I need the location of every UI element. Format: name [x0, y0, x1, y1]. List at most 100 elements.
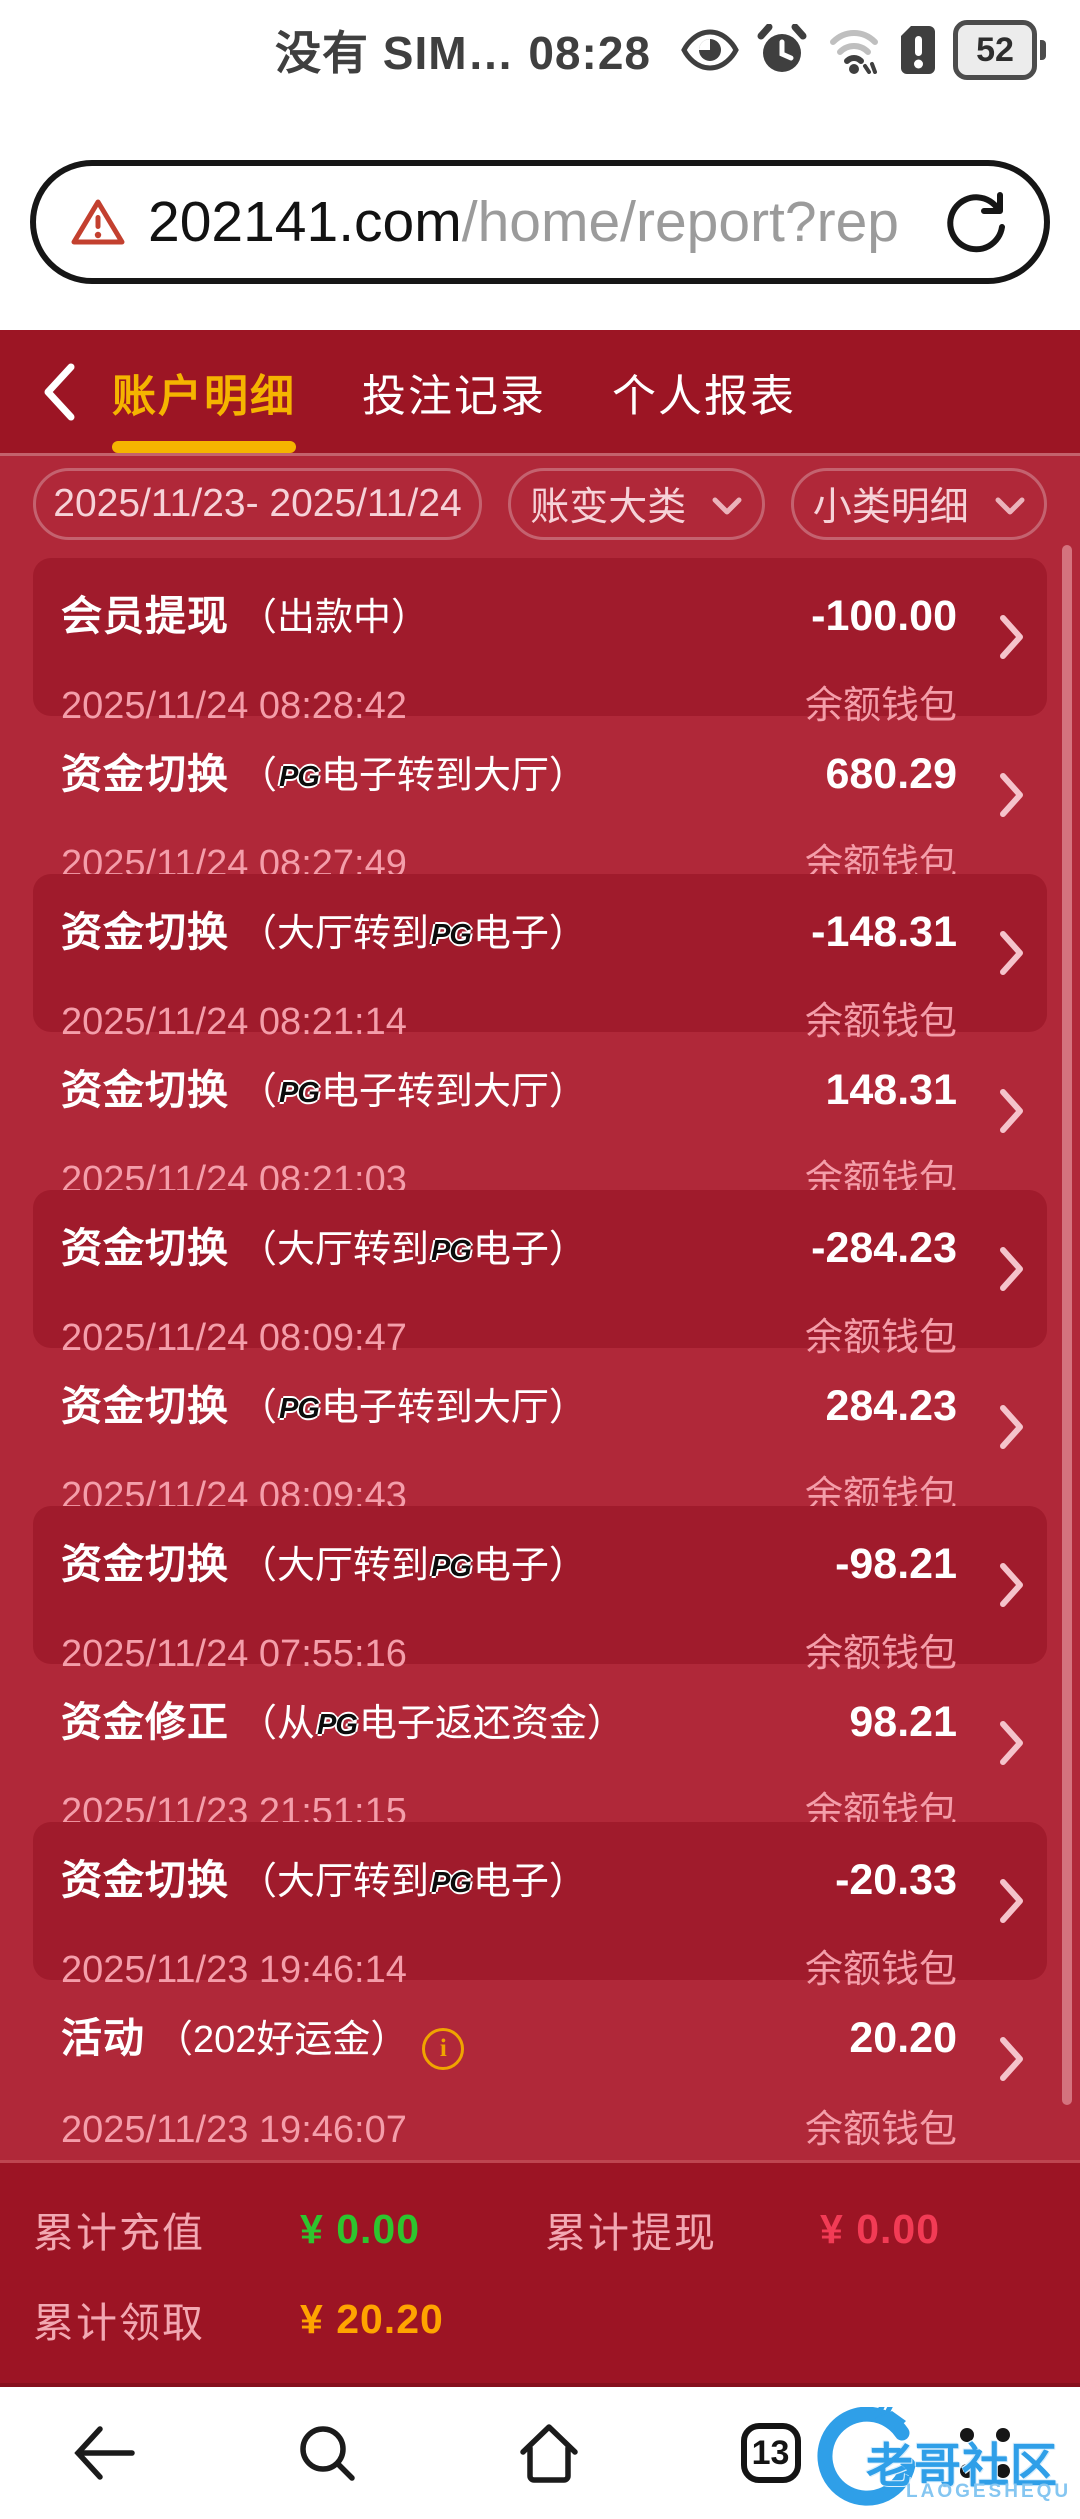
- menu-dots-icon[interactable]: [960, 2428, 1010, 2478]
- date-range-picker[interactable]: 2025/11/23- 2025/11/24: [33, 468, 482, 540]
- chevron-right-icon: [1000, 1089, 1023, 1133]
- chevron-down-icon: [995, 497, 1025, 515]
- home-icon: [520, 2424, 578, 2483]
- transaction-row[interactable]: 资金切换 （PG 电子转到大厅） 680.29 2025/11/24 08:27:…: [33, 716, 1047, 885]
- chevron-down-icon: [712, 497, 742, 515]
- transaction-amount: 680.29: [825, 750, 957, 798]
- transaction-row[interactable]: 资金切换 （PG 电子转到大厅） 148.31 2025/11/24 08:21:…: [33, 1032, 1047, 1201]
- nav-home-button[interactable]: [517, 2422, 581, 2484]
- chevron-right-icon: [1000, 1405, 1023, 1449]
- transaction-detail-post: 电子）: [472, 1861, 587, 1903]
- transaction-detail: （PG 电子转到大厅）: [239, 1376, 587, 1431]
- transaction-line1: 资金修正 （从 PG 电子返还资金） 98.21: [61, 1688, 1019, 1748]
- subcategory-dropdown-label: 小类明细: [812, 486, 969, 529]
- app-header: 账户明细 投注记录 个人报表: [0, 330, 1080, 456]
- transaction-line2: 2025/11/24 08:09:47 余额钱包: [61, 1306, 1019, 1361]
- transaction-type: 资金切换: [61, 1067, 229, 1113]
- transaction-type: 资金切换: [61, 909, 229, 955]
- eye-icon: [681, 29, 739, 71]
- transaction-row[interactable]: 资金切换 （大厅转到 PG 电子） -20.33 2025/11/23 19:46:…: [33, 1822, 1047, 1991]
- transaction-row[interactable]: 资金切换 （大厅转到 PG 电子） -148.31 2025/11/24 08:21…: [33, 874, 1047, 1043]
- summary-grid: 累计充值 ¥ 0.00 累计提现 ¥ 0.00 累计领取 ¥ 20.20: [33, 2199, 1047, 2349]
- nav-tabs-button[interactable]: 13: [740, 2423, 801, 2483]
- pg-logo: PG: [279, 1077, 320, 1109]
- transaction-detail-pre: （大厅转到: [239, 1229, 430, 1271]
- tab-personal-report[interactable]: 个人报表: [612, 371, 796, 421]
- category-dropdown-label: 账变大类: [530, 486, 687, 529]
- refresh-icon[interactable]: [944, 189, 1010, 255]
- watermark-subtitle: LAOGESHEQU: [906, 2481, 1072, 2502]
- search-icon: [299, 2426, 355, 2481]
- transaction-detail-post: 电子转到大厅）: [320, 1387, 587, 1429]
- transaction-type: 资金切换: [61, 751, 229, 797]
- url-text[interactable]: 202141.com/home/report?rep: [148, 189, 934, 255]
- transaction-wallet: 余额钱包: [804, 2109, 957, 2151]
- category-dropdown[interactable]: 账变大类: [508, 468, 765, 540]
- transaction-detail: （大厅转到 PG 电子）: [239, 1850, 587, 1905]
- transaction-amount: -284.23: [811, 1224, 957, 1272]
- transaction-row[interactable]: 资金切换 （大厅转到 PG 电子） -284.23 2025/11/24 08:09…: [33, 1190, 1047, 1359]
- transaction-wallet: 余额钱包: [804, 685, 957, 727]
- transaction-row[interactable]: 会员提现 （出款中） -100.00 2025/11/24 08:28:42 余…: [33, 558, 1047, 727]
- transaction-row[interactable]: 资金切换 （PG 电子转到大厅） 284.23 2025/11/24 08:09:…: [33, 1348, 1047, 1517]
- transaction-wallet: 余额钱包: [804, 1001, 957, 1043]
- chevron-right-icon: [1000, 1879, 1023, 1923]
- transaction-detail: （大厅转到 PG 电子）: [239, 902, 587, 957]
- transaction-row[interactable]: 资金修正 （从 PG 电子返还资金） 98.21 2025/11/23 21:51:…: [33, 1664, 1047, 1833]
- url-path: /home/report?rep: [461, 190, 899, 254]
- transaction-line1: 资金切换 （PG 电子转到大厅） 284.23: [61, 1372, 1019, 1432]
- transaction-time: 2025/11/24 08:21:14: [61, 1001, 407, 1043]
- warning-icon[interactable]: [70, 197, 126, 247]
- transaction-line2: 2025/11/23 19:46:14 余额钱包: [61, 1938, 1019, 1993]
- tab-account-detail[interactable]: 账户明细: [112, 330, 296, 453]
- transaction-type: 资金切换: [61, 1857, 229, 1903]
- transaction-detail: （202好运金） i: [155, 2008, 465, 2070]
- transaction-row[interactable]: 活动 （202好运金） i 20.20 2025/11/23 19:46:07 余…: [33, 1980, 1047, 2151]
- transaction-wallet: 余额钱包: [804, 1949, 957, 1991]
- pg-logo: PG: [431, 919, 472, 951]
- transaction-line2: 2025/11/24 07:55:16 余额钱包: [61, 1622, 1019, 1677]
- transaction-detail-pre: （: [239, 755, 278, 797]
- summary-label-recharge: 累计充值: [33, 2210, 205, 2256]
- transaction-line1: 资金切换 （大厅转到 PG 电子） -284.23: [61, 1214, 1019, 1274]
- transaction-detail-pre: （从: [239, 1703, 316, 1745]
- pg-logo: PG: [279, 761, 320, 793]
- transaction-amount: 20.20: [849, 2014, 957, 2062]
- info-icon[interactable]: i: [422, 2028, 465, 2070]
- battery-nub: [1040, 40, 1046, 60]
- transaction-line2: 2025/11/24 08:28:42 余额钱包: [61, 674, 1019, 729]
- nav-back-button[interactable]: [70, 2423, 136, 2483]
- transaction-amount: -100.00: [811, 592, 957, 640]
- tab-bet-records[interactable]: 投注记录: [362, 371, 546, 421]
- url-domain: 202141.com: [148, 190, 462, 254]
- transaction-wallet: 余额钱包: [804, 1633, 957, 1675]
- nav-search-button[interactable]: [296, 2422, 358, 2484]
- transaction-type: 资金切换: [61, 1383, 229, 1429]
- summary-bar: 累计充值 ¥ 0.00 累计提现 ¥ 0.00 累计领取 ¥ 20.20: [0, 2160, 1080, 2383]
- battery-icon: 52: [953, 20, 1046, 80]
- transaction-amount: 148.31: [825, 1066, 957, 1114]
- transaction-amount: -20.33: [835, 1856, 957, 1904]
- transaction-detail-pre: （出款中）: [239, 597, 430, 639]
- transaction-type: 资金修正: [61, 1699, 229, 1745]
- alarm-icon: [757, 24, 807, 72]
- transaction-row[interactable]: 资金切换 （大厅转到 PG 电子） -98.21 2025/11/24 07:55:…: [33, 1506, 1047, 1675]
- subcategory-dropdown[interactable]: 小类明细: [790, 468, 1047, 540]
- pg-logo: PG: [431, 1867, 472, 1899]
- status-bar: 没有 SIM… 08:28 52: [0, 0, 1080, 100]
- dragon-arc-icon: [817, 2407, 916, 2506]
- scrollbar-thumb[interactable]: [1062, 545, 1072, 2105]
- transaction-detail-post: 电子）: [472, 1229, 587, 1271]
- transaction-line1: 资金切换 （PG 电子转到大厅） 680.29: [61, 740, 1019, 800]
- chevron-right-icon: [1000, 773, 1023, 817]
- chevron-right-icon: [1000, 615, 1023, 659]
- transaction-detail-post: 电子返还资金）: [358, 1703, 625, 1745]
- transaction-type: 会员提现: [61, 593, 229, 639]
- transaction-detail: （PG 电子转到大厅）: [239, 1060, 587, 1115]
- battery-percent: 52: [953, 20, 1037, 80]
- url-bar[interactable]: 202141.com/home/report?rep: [30, 160, 1050, 284]
- back-button[interactable]: [42, 362, 76, 422]
- transaction-line1: 资金切换 （大厅转到 PG 电子） -98.21: [61, 1530, 1019, 1590]
- transaction-type: 资金切换: [61, 1541, 229, 1587]
